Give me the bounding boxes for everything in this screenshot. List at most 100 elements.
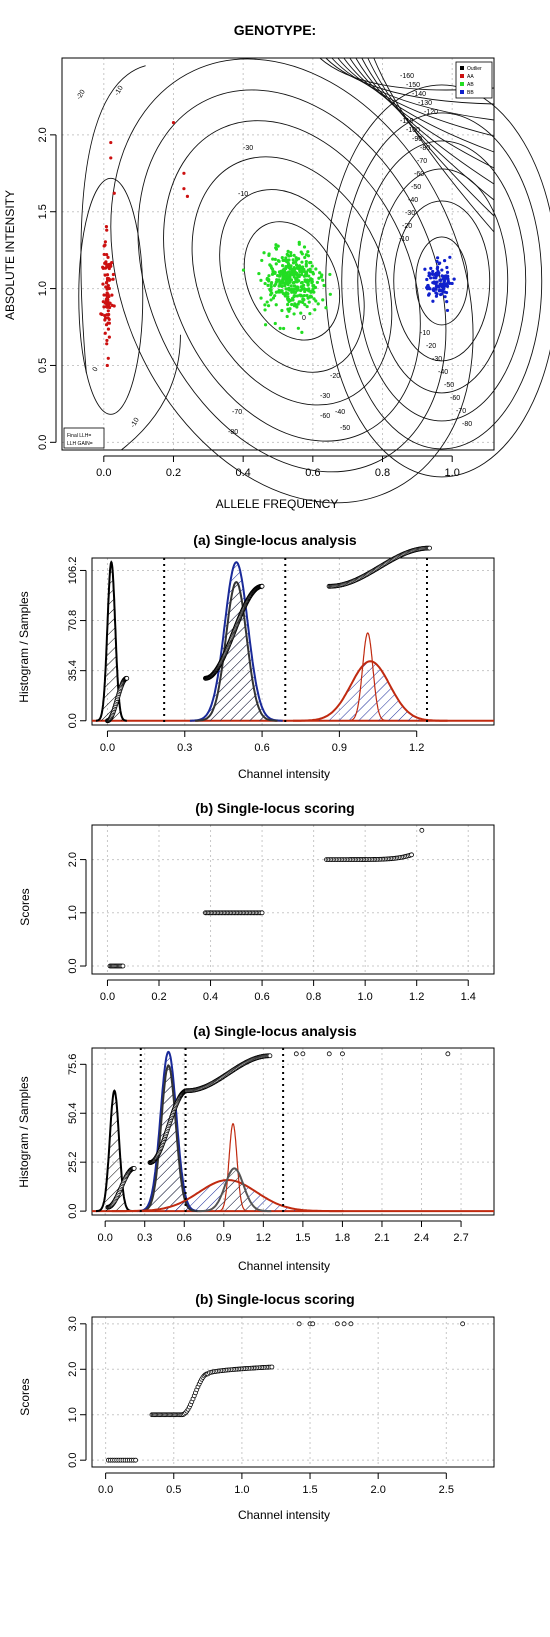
point-AB-156 [316,302,320,306]
legend-swatch-Outlier [460,66,464,70]
point-AA-55 [111,277,115,281]
score-outlier-5 [348,1321,354,1327]
point-AB-286 [303,278,307,282]
point-AB-196 [293,267,297,271]
point-AB-260 [289,251,293,255]
contour-label-left-0: 0 [92,366,100,373]
point-BB-16 [445,308,450,313]
point-AB-197 [298,293,302,297]
point-AB-343 [302,245,307,249]
x-tick-label-6: 1.8 [335,1232,350,1244]
point-AA-82 [106,321,110,325]
contour-lines [78,57,550,504]
y-tick-label-1: 0.5 [37,358,49,373]
score-point-0-11 [120,963,126,969]
point-AA-59 [106,309,110,313]
point-BB-105 [433,272,437,277]
point-AB-279 [297,240,301,245]
annotation-line-1: LLH GAIN= [67,441,93,447]
contour-label-right-0: -160 [400,73,414,80]
contour-label-right-9: -70 [417,158,427,165]
contour-label-right-23: -80 [462,421,472,428]
point-AA-60 [101,266,105,270]
point-AA-83 [104,285,108,289]
point-AB-200 [283,277,287,281]
point-AB-151 [288,307,292,311]
x-tick-label-6: 1.2 [409,991,424,1003]
score-points [105,1321,466,1463]
y-tick-label-3: 3.0 [67,1316,79,1331]
point-AB-292 [322,283,326,288]
annotation-box [63,427,105,449]
point-BB-83 [431,269,435,274]
x-tick-label-1: 0.3 [137,1232,152,1244]
point-AB-159 [274,290,278,294]
single-locus-analysis-chart-1: 0.0 0.3 0.6 0.9 1.2 0.0 35.4 70.8 106.2 [67,545,495,754]
point-AB-6 [265,300,269,304]
x-tick-label-0: 0.0 [96,467,111,479]
x-tick-label-7: 1.4 [461,991,476,1003]
point-BB-65 [448,255,452,259]
y-tick-label-4: 2.0 [37,127,49,142]
point-AB-327 [295,285,300,289]
point-AB-34 [271,296,276,300]
contour-aa-outer-1 [80,65,146,374]
contour-label-right-13: -30 [405,210,415,217]
point-AA-81 [107,317,111,322]
point-AB-270 [265,276,269,281]
point-AB-316 [308,294,313,298]
contour-label-right-2: -140 [412,91,426,98]
cluster-AB [241,240,332,334]
contour-label-right-5: -110 [400,118,414,125]
point-AA-65 [103,240,107,244]
point-AB-145 [266,304,271,308]
point-AB-245 [267,252,271,256]
point-AB-168 [268,263,272,267]
component-curve-0 [95,560,127,722]
x-tick-label-3: 0.9 [216,1232,231,1244]
point-AB-349 [290,302,294,307]
y-tick-label-2: 70.8 [67,610,79,631]
genotype-scatter-chart: 0.0 0.2 0.4 0.6 0.8 1.00.00.51.01.52.0-160-15… [37,57,550,504]
single-locus-analysis-chart-2: 0.0 0.3 0.6 0.9 1.2 1.5 1.8 2.1 2.4 2.7 0.0 25.2 50.… [67,1047,495,1244]
point-BB-84 [429,266,433,270]
point-AB-217 [287,262,291,266]
point-AB-298 [306,296,310,300]
component-fill-0 [95,1090,133,1212]
sample-point-0-39 [131,1165,137,1171]
contour-label-right-17: -20 [426,343,436,350]
chart1-title: GENOTYPE: [233,22,317,38]
point-BB-5 [425,277,429,282]
contour-label-right-8: -80 [420,145,430,152]
point-AB-346 [294,263,299,267]
point-BB-77 [434,294,439,298]
score-outlier-2 [310,1321,316,1327]
point-AB-272 [299,285,304,289]
score-outlier-0 [419,827,425,833]
outlier-point-4 [445,1051,451,1057]
point-AB-281 [273,271,277,275]
point-AB-167 [280,256,284,260]
point-AB-340 [294,277,298,281]
component-curve-0 [95,1089,133,1213]
point-BB-94 [427,285,431,290]
point-BB-31 [436,256,440,260]
point-AB-235 [269,298,273,302]
x-tick-label-1: 0.2 [151,991,166,1003]
point-AB-106 [281,258,285,262]
point-AA-39 [105,228,109,232]
point-AB-186 [301,297,306,302]
chart4-title: (a) Single-locus analysis [193,1023,357,1039]
point-AB-333 [277,290,281,294]
contour-ab-2 [191,156,393,406]
point-AB-261 [280,264,285,268]
point-AA-53 [105,338,109,343]
contour-label-right-3: -130 [418,100,432,107]
contour-label-right-4: -120 [424,109,438,116]
point-BB-95 [427,274,431,278]
point-AB-10 [273,321,277,326]
point-AB-70 [307,300,311,304]
contour-label-right-15: -10 [399,236,409,243]
point-AB-230 [300,273,304,277]
point-AB-309 [292,304,297,308]
